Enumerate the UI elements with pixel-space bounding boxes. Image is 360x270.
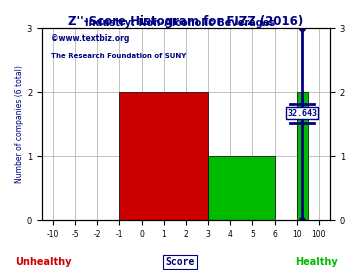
Text: Unhealthy: Unhealthy bbox=[15, 257, 71, 267]
Bar bbox=[208, 156, 275, 220]
Text: ©www.textbiz.org: ©www.textbiz.org bbox=[50, 34, 129, 43]
Text: Industry: Non-Alcoholic Beverages: Industry: Non-Alcoholic Beverages bbox=[85, 18, 275, 28]
Text: Healthy: Healthy bbox=[296, 257, 338, 267]
Text: The Research Foundation of SUNY: The Research Foundation of SUNY bbox=[50, 53, 186, 59]
Title: Z''-Score Histogram for FIZZ (2016): Z''-Score Histogram for FIZZ (2016) bbox=[68, 15, 303, 28]
Text: Score: Score bbox=[165, 257, 195, 267]
Y-axis label: Number of companies (6 total): Number of companies (6 total) bbox=[15, 65, 24, 183]
Text: 32.643: 32.643 bbox=[287, 109, 317, 118]
Bar bbox=[120, 92, 208, 220]
Bar bbox=[297, 92, 308, 220]
